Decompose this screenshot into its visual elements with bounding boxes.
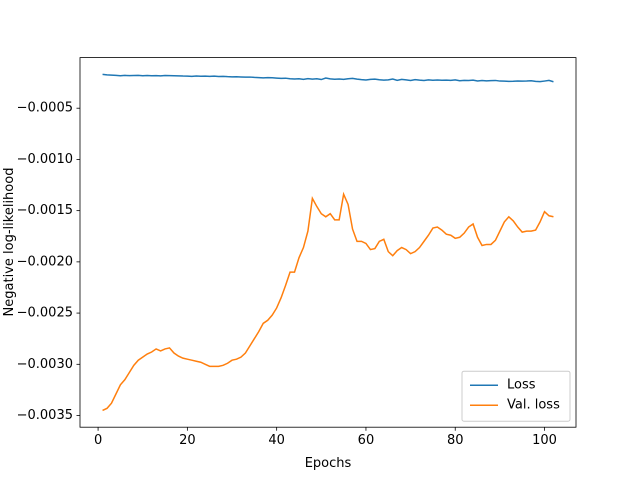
y-tick-label: −0.0020 <box>17 254 73 269</box>
x-tick-label: 100 <box>532 433 557 448</box>
x-tick-label: 20 <box>179 433 196 448</box>
y-axis-label: Negative log-likelihood <box>2 168 17 317</box>
y-tick-label: −0.0030 <box>17 357 73 372</box>
x-tick-label: 40 <box>268 433 285 448</box>
legend-label: Loss <box>507 378 536 393</box>
y-tick-label: −0.0025 <box>17 306 73 321</box>
y-tick-label: −0.0010 <box>17 152 73 167</box>
line <box>102 73 554 83</box>
x-axis-label: Epochs <box>305 456 352 471</box>
y-tick-label: −0.0005 <box>17 101 73 116</box>
x-tick-label: 0 <box>94 433 102 448</box>
x-tick-label: 80 <box>447 433 464 448</box>
y-tick-label: −0.0035 <box>17 408 73 423</box>
line <box>102 191 554 412</box>
legend-box <box>461 370 571 422</box>
x-tick-label: 60 <box>358 433 375 448</box>
y-tick-label: −0.0015 <box>17 203 73 218</box>
plot-frame <box>79 57 577 428</box>
legend-label: Val. loss <box>507 398 560 413</box>
